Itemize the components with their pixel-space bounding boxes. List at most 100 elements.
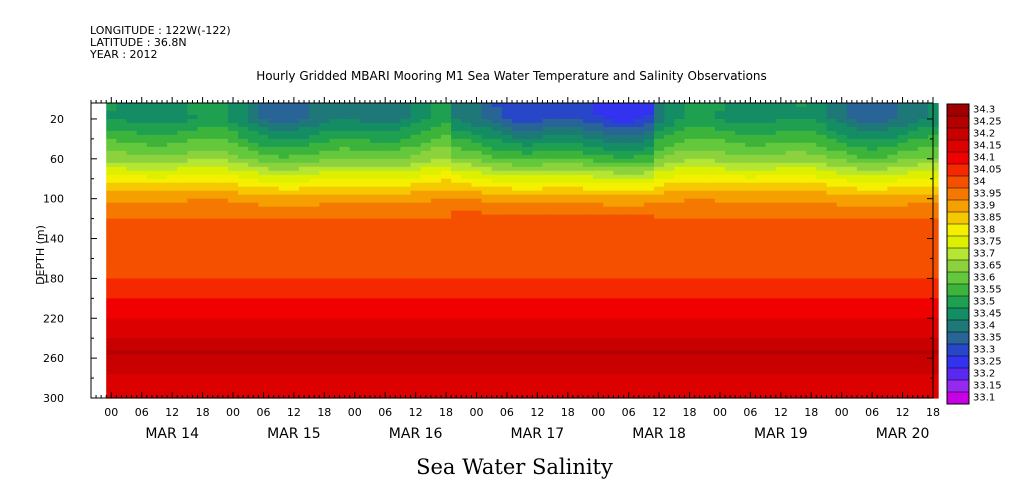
- heatmap-cell: [501, 162, 513, 168]
- heatmap-cell: [562, 246, 574, 252]
- heatmap-cell: [440, 122, 452, 128]
- heatmap-cell: [288, 150, 300, 156]
- heatmap-cell: [258, 350, 270, 355]
- heatmap-cell: [512, 242, 523, 248]
- heatmap-cell: [187, 286, 199, 291]
- heatmap-cell: [481, 362, 493, 367]
- heatmap-cell: [501, 290, 513, 295]
- heatmap-cell: [268, 386, 280, 391]
- heatmap-cell: [116, 354, 128, 359]
- heatmap-cell: [420, 334, 432, 339]
- heatmap-cell: [643, 162, 655, 168]
- heatmap-cell: [187, 346, 199, 351]
- heatmap-cell: [167, 262, 178, 268]
- heatmap-cell: [288, 258, 300, 264]
- heatmap-cell: [248, 390, 259, 395]
- heatmap-cell: [684, 230, 696, 236]
- heatmap-cell: [704, 134, 716, 140]
- heatmap-cell: [512, 186, 523, 192]
- heatmap-cell: [146, 358, 158, 363]
- heatmap-cell: [278, 350, 290, 355]
- heatmap-cell: [167, 118, 178, 124]
- heatmap-cell: [258, 114, 270, 120]
- heatmap-cell: [410, 146, 422, 152]
- heatmap-cell: [613, 322, 625, 327]
- heatmap-cell: [654, 382, 665, 387]
- heatmap-cell: [390, 182, 402, 188]
- heatmap-cell: [623, 206, 635, 212]
- heatmap-cell: [268, 154, 280, 160]
- heatmap-cell: [572, 374, 584, 379]
- heatmap-cell: [329, 190, 341, 196]
- heatmap-cell: [512, 230, 523, 236]
- heatmap-cell: [654, 106, 665, 112]
- heatmap-cell: [572, 386, 584, 391]
- heatmap-cell: [380, 374, 391, 379]
- heatmap-cell: [583, 258, 594, 264]
- heatmap-cell: [420, 146, 432, 152]
- heatmap-cell: [349, 206, 361, 212]
- heatmap-cell: [116, 110, 128, 116]
- heatmap-cell: [217, 386, 229, 391]
- heatmap-cell: [278, 382, 290, 387]
- heatmap-cell: [562, 370, 574, 375]
- heatmap-cell: [633, 103, 645, 108]
- heatmap-cell: [167, 382, 178, 387]
- heatmap-cell: [156, 350, 168, 355]
- heatmap-cell: [116, 138, 128, 144]
- heatmap-cell: [248, 150, 259, 156]
- heatmap-cell: [491, 106, 503, 112]
- heatmap-cell: [349, 146, 361, 152]
- heatmap-cell: [390, 238, 402, 244]
- heatmap-cell: [765, 306, 777, 311]
- heatmap-cell: [633, 362, 645, 367]
- heatmap-cell: [440, 342, 452, 347]
- heatmap-cell: [390, 274, 402, 280]
- heatmap-cell: [542, 134, 554, 140]
- heatmap-cell: [248, 194, 259, 200]
- heatmap-cell: [613, 386, 625, 391]
- heatmap-cell: [430, 318, 442, 323]
- heatmap-cell: [512, 290, 523, 295]
- heatmap-cell: [451, 346, 462, 351]
- heatmap-cell: [491, 174, 503, 180]
- heatmap-cell: [633, 106, 645, 112]
- heatmap-cell: [329, 254, 341, 260]
- heatmap-cell: [501, 250, 513, 256]
- heatmap-cell: [674, 270, 686, 276]
- heatmap-cell: [522, 330, 533, 335]
- heatmap-cell: [177, 222, 188, 228]
- heatmap-cell: [410, 338, 422, 343]
- heatmap-cell: [380, 354, 391, 359]
- heatmap-cell: [146, 206, 158, 212]
- heatmap-cell: [542, 354, 554, 359]
- heatmap-cell: [116, 114, 128, 120]
- heatmap-cell: [156, 362, 168, 367]
- heatmap-cell: [339, 126, 351, 132]
- heatmap-cell: [745, 386, 757, 391]
- heatmap-cell: [177, 358, 188, 363]
- heatmap-cell: [643, 386, 655, 391]
- heatmap-cell: [613, 266, 625, 272]
- heatmap-cell: [390, 130, 402, 136]
- heatmap-cell: [369, 274, 381, 280]
- heatmap-cell: [227, 286, 239, 291]
- heatmap-cell: [714, 274, 726, 280]
- heatmap-cell: [542, 310, 554, 315]
- heatmap-cell: [380, 126, 391, 132]
- heatmap-cell: [775, 246, 787, 252]
- heatmap-cell: [430, 166, 442, 172]
- heatmap-cell: [248, 206, 259, 212]
- heatmap-cell: [704, 282, 716, 287]
- heatmap-cell: [593, 210, 604, 216]
- heatmap-cell: [593, 186, 604, 192]
- heatmap-cell: [136, 290, 148, 295]
- heatmap-cell: [207, 258, 219, 264]
- heatmap-cell: [765, 270, 777, 276]
- heatmap-cell: [704, 330, 716, 335]
- heatmap-cell: [319, 286, 330, 291]
- heatmap-cell: [684, 106, 696, 112]
- heatmap-cell: [684, 370, 696, 375]
- heatmap-cell: [654, 318, 665, 323]
- heatmap-cell: [755, 186, 767, 192]
